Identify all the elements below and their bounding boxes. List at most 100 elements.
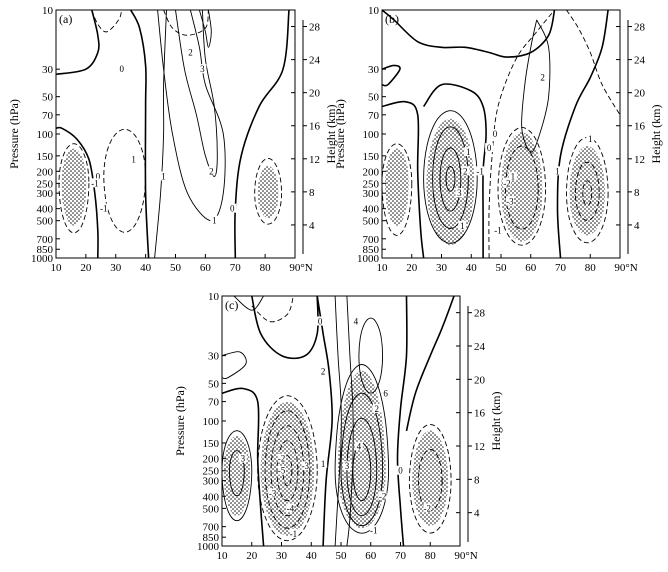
- x-tick-label: 50: [336, 550, 348, 562]
- contour-label: -3: [302, 461, 310, 471]
- zero-contour: [316, 296, 333, 546]
- contour-label-bg: [351, 316, 360, 326]
- p-tick-label: 250: [363, 178, 380, 190]
- contour-label-bg: [381, 388, 390, 398]
- positive-contour: [233, 296, 264, 311]
- contour-label-bg: [396, 465, 405, 475]
- x-tick-label: 10: [217, 550, 229, 562]
- negative-contour: [163, 10, 209, 36]
- x-tick-label: 50: [170, 262, 182, 274]
- x-tick-label: 70: [395, 550, 407, 562]
- contour-label: 1: [131, 154, 136, 164]
- contour-label-bg: [99, 203, 108, 213]
- x-tick-label: 10: [51, 262, 63, 274]
- contour-label: -1: [290, 529, 298, 539]
- p-tick-label: 150: [363, 151, 380, 163]
- stipple-region: [412, 430, 449, 526]
- h-tick-label: 16: [309, 121, 321, 133]
- contour-label: 0: [398, 466, 403, 476]
- contour-label-bg: [289, 528, 298, 538]
- h-tick-label: 4: [634, 220, 640, 232]
- contour-label-bg: [464, 147, 473, 157]
- contour-label-bg: [301, 461, 310, 471]
- contour-label-bg: [455, 188, 464, 198]
- zero-contour: [129, 10, 150, 258]
- h-tick-label: 28: [634, 22, 646, 34]
- contour-label: 0: [493, 129, 498, 139]
- p-tick-label: 500: [37, 216, 54, 228]
- contour-label: -4: [287, 503, 295, 513]
- contour-field: 021 0-11-22-331 -111: [382, 10, 620, 258]
- p-tick-label: 300: [363, 188, 380, 200]
- contour-label-bg: [90, 178, 99, 188]
- contour-label: 2: [321, 366, 326, 376]
- positive-contour: [346, 417, 378, 517]
- contour-label-bg: [129, 154, 138, 164]
- x-tick-label: 60: [365, 550, 377, 562]
- contour-label-bg: [277, 453, 286, 463]
- y-axis-title-right: Height (km): [649, 105, 663, 164]
- contour-label: 0: [487, 143, 492, 153]
- x-tick-label: 30: [276, 550, 288, 562]
- contour-label-bg: [494, 225, 503, 235]
- contour-label-bg: [186, 47, 195, 57]
- contour-label-bg: [369, 525, 378, 535]
- h-tick-label: 28: [309, 22, 321, 34]
- negative-contour: [264, 410, 311, 529]
- contour-label-bg: [502, 178, 511, 188]
- x-tick-label: 40: [306, 550, 318, 562]
- x-tick-label: 20: [80, 262, 92, 274]
- p-tick-label: 700: [203, 522, 220, 534]
- x-tick-label: 20: [406, 262, 418, 274]
- negative-contour: [251, 296, 294, 323]
- contour-label-bg: [354, 441, 363, 451]
- contour-label-bg: [159, 171, 168, 181]
- p-tick-label: 30: [208, 351, 220, 363]
- p-tick-label: 700: [363, 234, 380, 246]
- x-tick-label: 80: [585, 262, 597, 274]
- contour-label: 0: [230, 204, 235, 214]
- positive-contour: [222, 430, 253, 522]
- h-tick-label: 12: [634, 154, 645, 166]
- y-axis-title-right: Height (km): [489, 392, 503, 451]
- contour-label: 2: [188, 47, 193, 57]
- contour-label: -2: [424, 503, 432, 513]
- contour-label-bg: [553, 166, 562, 176]
- p-tick-label: 250: [37, 178, 54, 190]
- p-tick-label: 100: [203, 416, 220, 428]
- zero-contour: [251, 296, 319, 360]
- positive-contour: [222, 351, 247, 380]
- p-tick-label: 400: [203, 491, 220, 503]
- contour-label: -1: [370, 525, 378, 535]
- contour-label: 2: [463, 166, 468, 176]
- positive-contour: [154, 10, 167, 258]
- y-axis-title-left: Pressure (hPa): [333, 99, 347, 169]
- stipple-region: [385, 148, 409, 226]
- negative-contour: [505, 145, 539, 230]
- p-tick-label: 50: [208, 378, 220, 390]
- contour-label: -3: [269, 488, 277, 498]
- contour-label: -2: [278, 454, 286, 464]
- contour-label: 1: [588, 134, 593, 144]
- p-tick-label: 10: [368, 5, 380, 17]
- panel-tag: (c): [225, 298, 238, 312]
- positive-contour: [334, 296, 342, 546]
- h-tick-label: 12: [474, 441, 485, 453]
- p-tick-label: 300: [203, 476, 220, 488]
- p-tick-label: 200: [37, 166, 54, 178]
- negative-contour: [417, 448, 443, 512]
- p-tick-label: 200: [363, 166, 380, 178]
- p-tick-label: 100: [363, 129, 380, 141]
- contour-label: -2: [503, 178, 511, 188]
- contour-label: 2: [209, 166, 214, 176]
- x-tick-label: 70: [230, 262, 242, 274]
- x-tick-label: 90°N: [614, 262, 637, 274]
- p-tick-label: 500: [363, 216, 380, 228]
- p-tick-label: 150: [37, 151, 54, 163]
- zero-contour: [382, 64, 401, 87]
- contour-label: -1: [494, 225, 502, 235]
- p-tick-label: 50: [368, 92, 380, 104]
